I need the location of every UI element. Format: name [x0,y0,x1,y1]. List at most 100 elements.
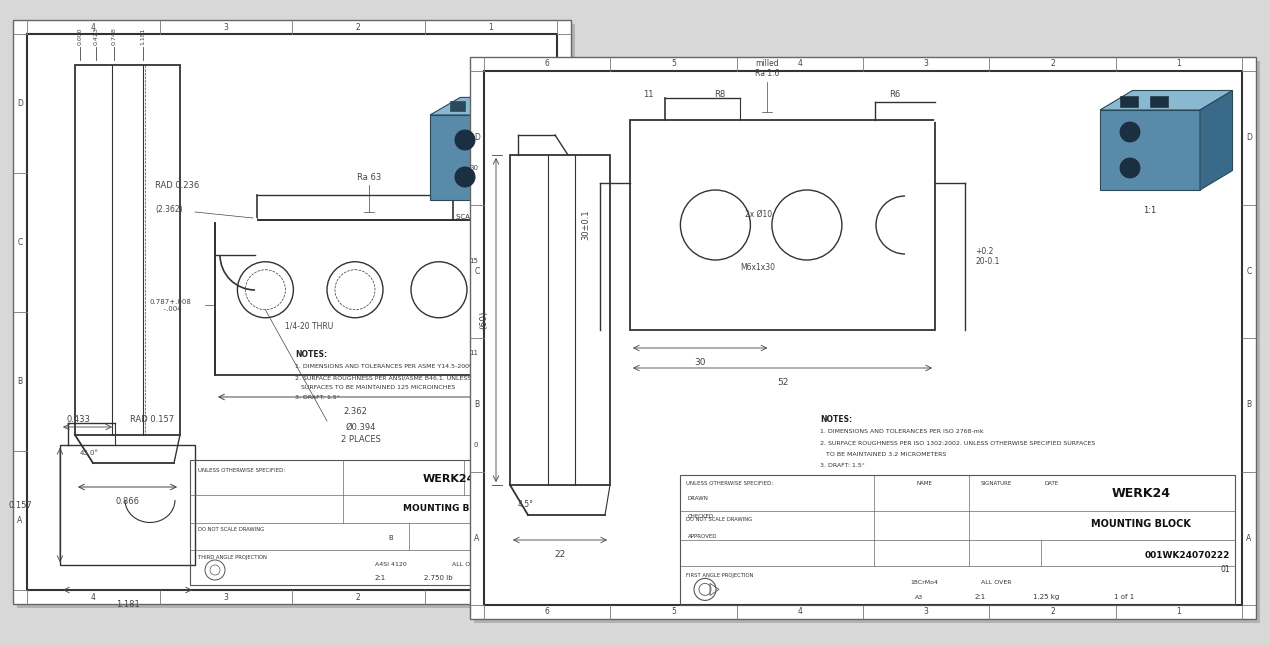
Text: 01: 01 [1220,565,1231,574]
Text: C: C [1246,267,1252,276]
Text: C: C [561,238,566,247]
Bar [13,20,572,604]
Text: 4: 4 [798,608,803,617]
Text: C: C [475,267,480,276]
Text: 30: 30 [695,358,706,367]
Text: 1: 1 [489,593,493,602]
Text: 6: 6 [545,608,550,617]
Text: NOTES:: NOTES: [820,415,852,424]
Text: 2.750 lb: 2.750 lb [424,575,452,580]
Polygon shape [1120,95,1138,107]
Text: ALL OVER: ALL OVER [452,562,483,568]
Circle shape [1120,158,1140,178]
Text: 1 of 1: 1 of 1 [1114,594,1134,600]
Text: 0.423: 0.423 [94,27,99,45]
Text: 1.181: 1.181 [116,600,140,609]
Text: RAD 0.157: RAD 0.157 [130,415,174,424]
Text: 1.181: 1.181 [141,28,146,45]
Text: 4: 4 [91,23,95,32]
Text: 5: 5 [671,59,676,68]
Text: 0.748: 0.748 [112,27,117,45]
Bar [474,61,1260,623]
Text: R6: R6 [889,90,900,99]
Text: 1: 1 [1176,608,1181,617]
Text: 1.25 kg: 1.25 kg [1034,594,1059,600]
Text: 6: 6 [545,59,550,68]
Text: 2 PLACES: 2 PLACES [340,435,381,444]
Text: 30±0.1: 30±0.1 [580,210,591,241]
Text: SCALE 1:1: SCALE 1:1 [456,214,491,220]
Text: 0.866: 0.866 [116,497,140,506]
Text: TO BE MAINTAINED 3.2 MICROMETERS: TO BE MAINTAINED 3.2 MICROMETERS [820,452,946,457]
Text: 0.787+.008
      -.004: 0.787+.008 -.004 [150,299,192,312]
Text: C: C [18,238,23,247]
Text: A: A [1246,534,1252,542]
Polygon shape [1100,110,1200,190]
Text: DO NOT SCALE DRAWING: DO NOT SCALE DRAWING [198,527,264,532]
Bar [470,57,1256,619]
Text: 3. DRAFT: 1.5°: 3. DRAFT: 1.5° [295,395,340,400]
Text: DATE: DATE [1045,481,1059,486]
Text: 2: 2 [1050,59,1055,68]
Text: 15: 15 [469,257,478,264]
Text: D: D [474,134,480,143]
Text: ALL OVER: ALL OVER [982,580,1012,586]
Text: 1: 1 [1176,59,1181,68]
Text: 11: 11 [469,350,478,356]
Circle shape [455,130,475,150]
Text: 2:1: 2:1 [375,575,385,580]
Text: WERK24: WERK24 [423,473,475,484]
Text: A3: A3 [914,595,923,600]
Text: 0.000: 0.000 [77,28,83,45]
Text: 0.157: 0.157 [8,501,32,510]
Text: D: D [561,99,566,108]
Text: 0.433: 0.433 [66,415,90,424]
Text: 11: 11 [643,90,653,99]
Text: 2. SURFACE ROUGHNESS PER ANSI/ASME B46.1. UNLESS OT: 2. SURFACE ROUGHNESS PER ANSI/ASME B46.1… [295,375,483,380]
Text: B: B [561,377,566,386]
Text: 001WK24070222: 001WK24070222 [1144,551,1231,560]
Text: B: B [1246,401,1251,409]
Text: DO NOT SCALE DRAWING: DO NOT SCALE DRAWING [686,517,752,522]
Bar [484,71,1242,605]
Polygon shape [431,97,549,115]
Text: Ø0.394: Ø0.394 [345,423,376,432]
Text: UNLESS OTHERWISE SPECIFIED:: UNLESS OTHERWISE SPECIFIED: [686,481,773,486]
Text: CHECKED: CHECKED [688,514,714,519]
Text: 0: 0 [474,442,478,448]
Bar [679,475,1234,605]
Text: 3: 3 [923,608,928,617]
Text: 3. DRAFT: 1.5°: 3. DRAFT: 1.5° [820,463,865,468]
Text: FIRST ANGLE PROJECTION: FIRST ANGLE PROJECTION [686,573,753,578]
Text: 1. DIMENSIONS AND TOLERANCES PER ISO 2768-mk: 1. DIMENSIONS AND TOLERANCES PER ISO 276… [820,429,984,434]
Text: B: B [18,377,23,386]
Text: D: D [1246,134,1252,143]
Text: 52: 52 [777,378,789,387]
Text: 1/4-20 THRU: 1/4-20 THRU [284,322,333,331]
Text: A: A [18,516,23,525]
Text: APPROVED: APPROVED [688,533,718,539]
Text: 5: 5 [671,608,676,617]
Text: 3: 3 [224,23,229,32]
Text: NAME: NAME [916,481,932,486]
Text: 4: 4 [91,593,95,602]
Text: 002WK24...: 002WK24... [495,541,550,550]
Text: 30: 30 [469,165,478,171]
Text: RAD 0.236: RAD 0.236 [155,181,199,190]
Text: 1.181±.004: 1.181±.004 [516,293,564,302]
Bar [17,24,575,608]
Text: milled
Ra 1.6: milled Ra 1.6 [756,59,780,78]
Bar [511,155,610,485]
Text: 1: 1 [489,23,493,32]
Text: A: A [475,534,480,542]
Bar [190,460,555,585]
Text: Ra 63: Ra 63 [357,173,381,182]
Text: (60): (60) [479,311,488,329]
Text: 2. SURFACE ROUGHNESS PER ISO 1302:2002. UNLESS OTHERWISE SPECIFIED SURFACES: 2. SURFACE ROUGHNESS PER ISO 1302:2002. … [820,441,1095,446]
Text: 3: 3 [923,59,928,68]
Text: 2x Ø10: 2x Ø10 [744,210,772,219]
Text: 22: 22 [555,550,565,559]
Text: 2: 2 [356,593,361,602]
Text: 45.0°: 45.0° [80,450,99,456]
Bar [60,445,196,565]
